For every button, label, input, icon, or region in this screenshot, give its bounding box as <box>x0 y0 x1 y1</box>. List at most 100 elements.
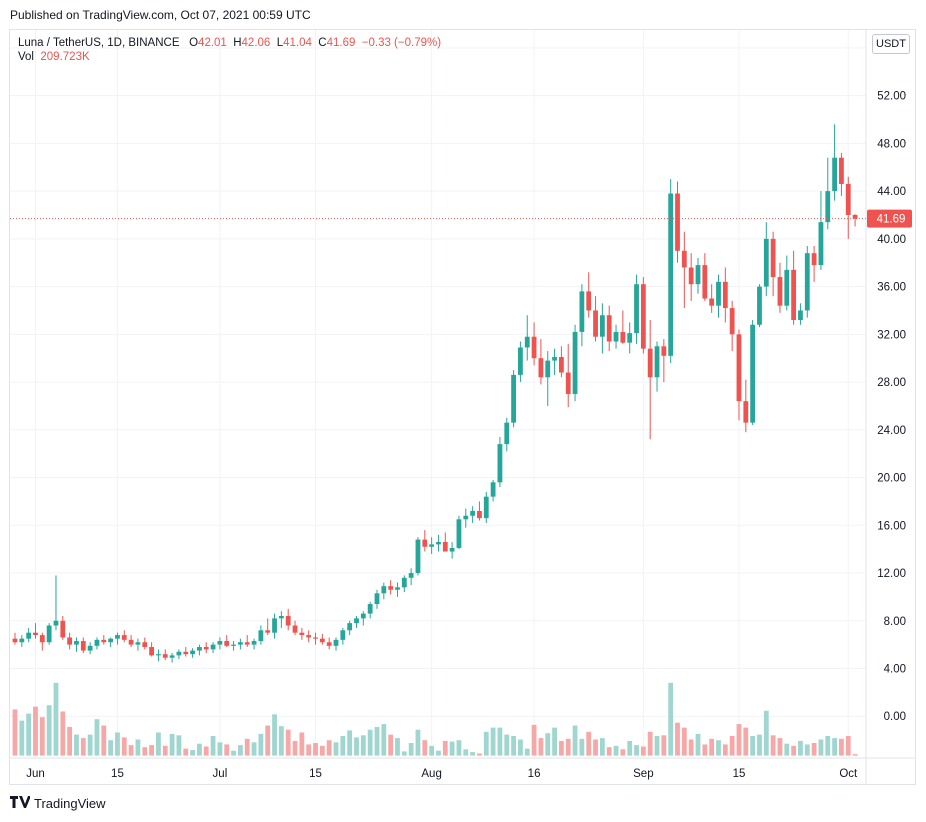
symbol-label: Luna / TetherUS, 1D, BINANCE <box>18 37 180 49</box>
candle-body <box>67 637 73 645</box>
volume-bar <box>183 748 189 756</box>
x-tick-label: Jun <box>26 768 45 780</box>
candle-body <box>169 655 175 658</box>
volume-bar <box>292 740 298 756</box>
y-tick-label: 8.00 <box>884 616 906 628</box>
volume-bar <box>839 738 844 756</box>
volume-bar <box>415 729 421 756</box>
volume-bar <box>490 727 496 756</box>
candle-body <box>791 269 797 321</box>
candle-body <box>716 281 721 306</box>
high-value: 42.06 <box>241 37 271 49</box>
volume-bar <box>142 747 148 756</box>
candle-body <box>736 334 742 402</box>
volume-bar <box>743 727 749 756</box>
footer-brand-label: TradingView <box>34 796 106 811</box>
candle-body <box>142 642 148 648</box>
candle-body <box>620 331 626 343</box>
candle-body <box>436 541 441 545</box>
volume-bar <box>640 746 646 756</box>
volume-bar <box>33 706 38 756</box>
candle-body <box>149 647 154 656</box>
volume-bar <box>53 682 59 756</box>
currency-button[interactable]: USDT <box>872 34 910 54</box>
candle-body <box>606 315 612 342</box>
volume-bar <box>470 752 476 756</box>
last-price-badge <box>867 209 912 228</box>
candle-body <box>804 253 810 311</box>
candle-body <box>524 336 530 348</box>
candle-body <box>442 541 448 552</box>
candle-body <box>408 573 414 578</box>
candle-body <box>26 632 32 639</box>
candle-body <box>579 291 585 332</box>
volume-bar <box>12 709 18 756</box>
volume-bar <box>634 745 639 756</box>
volume-value: 209.723K <box>40 51 90 63</box>
volume-bar <box>94 719 100 756</box>
volume-bar <box>702 744 708 756</box>
volume-bar <box>278 726 284 756</box>
volume-bar <box>115 732 120 756</box>
candle-body <box>593 310 598 337</box>
candle-body <box>538 358 544 378</box>
volume-bar <box>675 722 680 756</box>
volume-bar <box>265 725 271 756</box>
candle-body <box>183 651 189 655</box>
volume-bar <box>46 705 52 756</box>
volume-bar <box>736 724 742 756</box>
candle-body <box>244 642 250 645</box>
y-tick-label: 28.00 <box>877 377 906 389</box>
volume-bar <box>716 740 721 756</box>
volume-bar <box>757 734 762 756</box>
volume-bar <box>340 736 346 756</box>
candle-body <box>278 615 284 619</box>
volume-bar <box>559 740 564 756</box>
volume-bar <box>442 740 448 756</box>
volume-bar <box>572 725 578 756</box>
volume-bar <box>408 743 414 756</box>
y-tick-label: 48.00 <box>877 138 906 150</box>
candle-body <box>784 269 790 306</box>
volume-bar <box>497 727 503 756</box>
candle-body <box>101 639 107 643</box>
candle-body <box>470 510 476 516</box>
volume-bar <box>709 738 715 756</box>
volume-bar <box>750 736 756 756</box>
candle-body <box>545 360 551 378</box>
volume-bar <box>825 736 831 756</box>
candle-body <box>19 638 25 643</box>
candle-body <box>74 641 79 645</box>
candle-body <box>53 620 59 626</box>
volume-bar <box>845 736 851 756</box>
candle-body <box>695 265 701 285</box>
candle-body <box>265 630 271 633</box>
candle-body <box>231 644 236 646</box>
footer-brand[interactable]: TradingView <box>10 796 106 811</box>
x-tick-label: Sep <box>633 768 653 780</box>
candle-body <box>374 593 380 605</box>
candle-body <box>429 544 435 547</box>
volume-bar <box>80 738 86 756</box>
chart-frame <box>9 29 916 785</box>
volume-bar <box>360 735 366 756</box>
volume-bar <box>203 746 209 756</box>
candle-body <box>552 357 557 361</box>
candle-body <box>839 157 844 184</box>
candle-body <box>33 632 38 636</box>
candle-body <box>367 604 373 614</box>
volume-bar <box>190 750 195 756</box>
candle-body <box>688 267 694 285</box>
volume-bar <box>60 711 66 756</box>
candle-body <box>825 191 831 223</box>
volume-bar <box>818 739 824 756</box>
volume-bar <box>804 744 810 756</box>
candle-body <box>285 615 291 626</box>
volume-bar <box>477 753 482 756</box>
volume-bar <box>319 745 325 756</box>
candle-body <box>135 642 141 645</box>
candle-body <box>210 644 216 650</box>
candle-body <box>340 630 346 640</box>
volume-bar <box>251 742 257 756</box>
